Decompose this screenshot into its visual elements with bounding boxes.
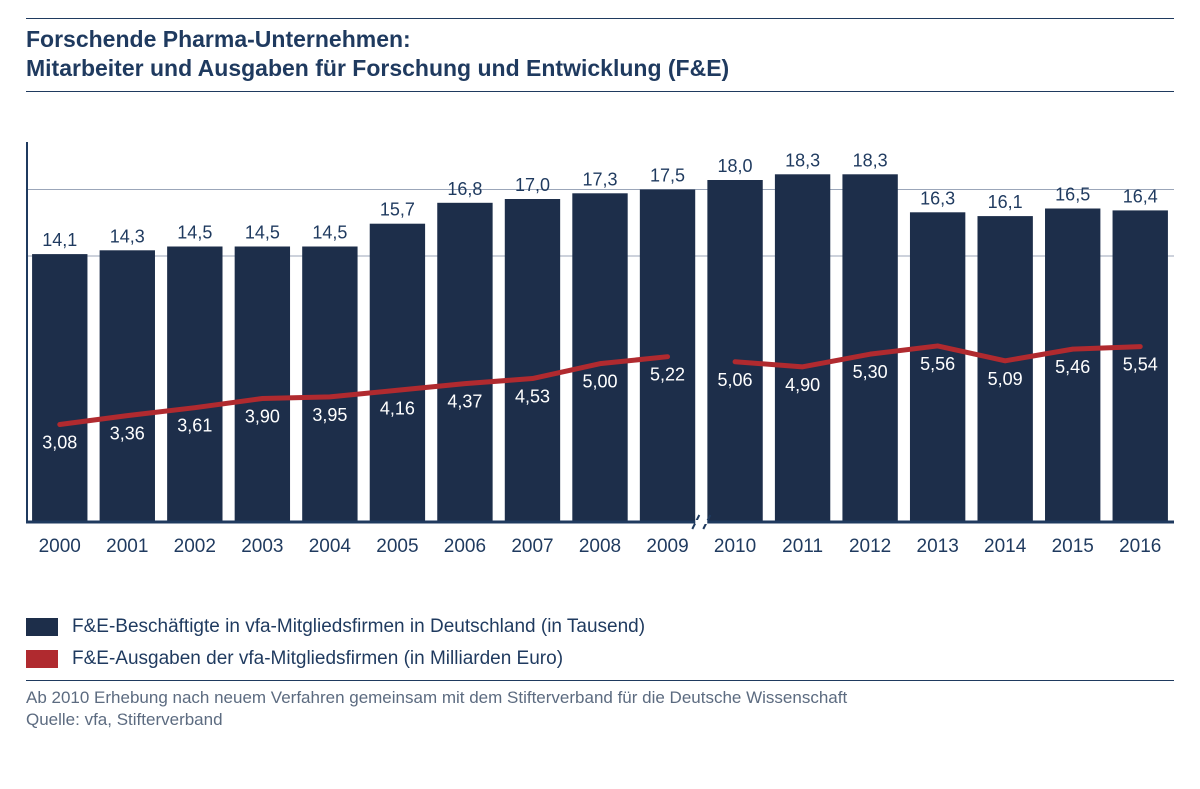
legend-swatch-line: [26, 650, 58, 668]
bar-line-chart: 14,1 2000 14,3 2001 14,5 2002 14,5 2003 14,5 2004…: [26, 122, 1174, 592]
line-value-label: 5,09: [988, 368, 1023, 388]
line-value-label: 4,16: [380, 398, 415, 418]
x-label: 2012: [849, 536, 891, 557]
x-label: 2003: [241, 536, 283, 557]
title-line-1: Forschende Pharma-Unternehmen:: [26, 25, 1174, 54]
line-value-label: 4,90: [785, 374, 820, 394]
x-label: 2004: [309, 536, 352, 557]
x-label: 2011: [782, 536, 823, 557]
bar-value-label: 18,3: [785, 150, 820, 170]
line-value-label: 3,36: [110, 423, 145, 443]
line-value-label: 3,95: [312, 404, 347, 424]
bar-value-label: 14,5: [177, 222, 212, 242]
line-value-label: 5,22: [650, 364, 685, 384]
title-line-2: Mitarbeiter und Ausgaben für Forschung u…: [26, 54, 1174, 83]
bar: [437, 202, 492, 521]
bar-value-label: 15,7: [380, 199, 415, 219]
x-label: 2002: [174, 536, 216, 557]
x-label: 2000: [39, 536, 81, 557]
bar: [505, 199, 560, 522]
bar-value-label: 16,1: [988, 192, 1023, 212]
chart-card: Forschende Pharma-Unternehmen: Mitarbeit…: [0, 0, 1200, 789]
bar: [707, 180, 762, 522]
x-label: 2015: [1052, 536, 1094, 557]
bar: [842, 174, 897, 522]
footnote: Ab 2010 Erhebung nach neuem Verfahren ge…: [26, 687, 1174, 733]
legend: F&E-Beschäftigte in vfa-Mitgliedsfirmen …: [26, 616, 1174, 670]
line-value-label: 5,54: [1123, 354, 1158, 374]
line-value-label: 3,90: [245, 406, 280, 426]
bar-value-label: 14,5: [312, 222, 347, 242]
bar: [235, 246, 290, 522]
line-value-label: 5,30: [853, 362, 888, 382]
bar-value-label: 16,3: [920, 188, 955, 208]
line-value-label: 3,08: [42, 432, 77, 452]
title-block: Forschende Pharma-Unternehmen: Mitarbeit…: [26, 19, 1174, 91]
line-value-label: 5,06: [718, 369, 753, 389]
bar: [32, 254, 87, 522]
footnote-line-1: Ab 2010 Erhebung nach neuem Verfahren ge…: [26, 687, 1174, 710]
x-label: 2006: [444, 536, 486, 557]
bar-value-label: 16,4: [1123, 186, 1158, 206]
line-value-label: 3,61: [177, 415, 212, 435]
rule-above-footnote: [26, 680, 1174, 681]
bar-value-label: 14,5: [245, 222, 280, 242]
legend-label-bars: F&E-Beschäftigte in vfa-Mitgliedsfirmen …: [72, 616, 645, 638]
x-label: 2014: [984, 536, 1027, 557]
bar-value-label: 18,0: [718, 156, 753, 176]
bar-value-label: 17,3: [582, 169, 617, 189]
line-value-label: 5,56: [920, 353, 955, 373]
x-label: 2013: [917, 536, 959, 557]
line-value-label: 5,46: [1055, 357, 1090, 377]
x-label: 2007: [511, 536, 553, 557]
line-value-label: 5,00: [582, 371, 617, 391]
x-label: 2009: [646, 536, 688, 557]
bar-value-label: 17,0: [515, 175, 550, 195]
x-label: 2005: [376, 536, 418, 557]
x-label: 2008: [579, 536, 621, 557]
bar: [167, 246, 222, 522]
bar-value-label: 18,3: [853, 150, 888, 170]
chart-area: 14,1 2000 14,3 2001 14,5 2002 14,5 2003 14,5 2004…: [26, 122, 1174, 592]
bar-value-label: 16,5: [1055, 184, 1090, 204]
x-label: 2016: [1119, 536, 1161, 557]
line-value-label: 4,53: [515, 386, 550, 406]
legend-swatch-bars: [26, 618, 58, 636]
bar: [100, 250, 155, 522]
x-label: 2001: [106, 536, 148, 557]
bar-value-label: 14,3: [110, 226, 145, 246]
footnote-line-2: Quelle: vfa, Stifterverband: [26, 709, 1174, 732]
bar-value-label: 17,5: [650, 165, 685, 185]
bar: [572, 193, 627, 522]
x-label: 2010: [714, 536, 756, 557]
legend-label-line: F&E-Ausgaben der vfa-Mitgliedsfirmen (in…: [72, 648, 563, 670]
bar-value-label: 14,1: [42, 230, 77, 250]
bar: [302, 246, 357, 522]
bar: [775, 174, 830, 522]
legend-item-bars: F&E-Beschäftigte in vfa-Mitgliedsfirmen …: [26, 616, 1174, 638]
bar: [370, 223, 425, 521]
rule-under-title: [26, 91, 1174, 92]
line-value-label: 4,37: [447, 391, 482, 411]
bar-value-label: 16,8: [447, 178, 482, 198]
legend-item-line: F&E-Ausgaben der vfa-Mitgliedsfirmen (in…: [26, 648, 1174, 670]
